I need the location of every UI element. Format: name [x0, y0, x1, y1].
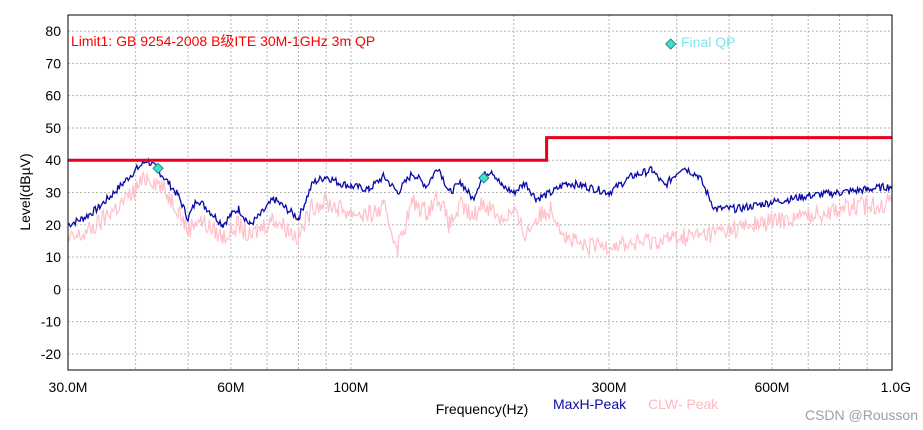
y-tick-label: 10: [45, 249, 61, 265]
series-layer: [67, 157, 893, 258]
y-tick-label: -20: [41, 346, 61, 362]
watermark: CSDN @Rousson: [805, 407, 918, 423]
legend-maxh-peak: MaxH-Peak: [553, 396, 627, 412]
y-tick-label: 30: [45, 185, 61, 201]
x-tick-label: 300M: [592, 379, 627, 395]
x-tick-label: 60M: [217, 379, 244, 395]
y-tick-label: 70: [45, 55, 61, 71]
limit-label: Limit1: GB 9254-2008 B级ITE 30M-1GHz 3m Q…: [71, 33, 375, 49]
grid: [68, 15, 892, 370]
limit-layer: [68, 136, 892, 162]
x-tick-labels: 30.0M 60M 100M 300M 600M 1.0G: [49, 379, 911, 395]
limit-line: [68, 136, 892, 162]
x-tick-label: 100M: [333, 379, 368, 395]
x-tick-label: 600M: [754, 379, 789, 395]
final-qp-marker: [665, 38, 677, 50]
final-qp-legend-label: Final QP: [681, 34, 735, 50]
series-line-maxh-peak: [67, 157, 893, 228]
y-tick-label: -10: [41, 314, 61, 330]
plot-frame: [67, 14, 893, 371]
final-qp-marker: [152, 162, 164, 175]
y-tick-label: 50: [45, 120, 61, 136]
y-tick-label: 0: [53, 281, 61, 297]
final-qp-markers: [152, 38, 677, 184]
final-qp-marker: [478, 172, 490, 184]
y-tick-label: 80: [45, 23, 61, 39]
legend-clw-peak: CLW- Peak: [648, 396, 719, 412]
y-axis-label: Level(dBµV): [17, 153, 33, 230]
y-tick-label: 40: [45, 152, 61, 168]
y-tick-label: 60: [45, 88, 61, 104]
x-tick-label: 30.0M: [49, 379, 88, 395]
x-axis-label: Frequency(Hz): [436, 401, 529, 417]
y-tick-label: 20: [45, 217, 61, 233]
y-tick-labels: 80 70 60 50 40 30 20 10 0 -10 -20: [41, 23, 61, 362]
x-tick-label: 1.0G: [881, 379, 911, 395]
series-line-clw-peak: [67, 171, 893, 258]
